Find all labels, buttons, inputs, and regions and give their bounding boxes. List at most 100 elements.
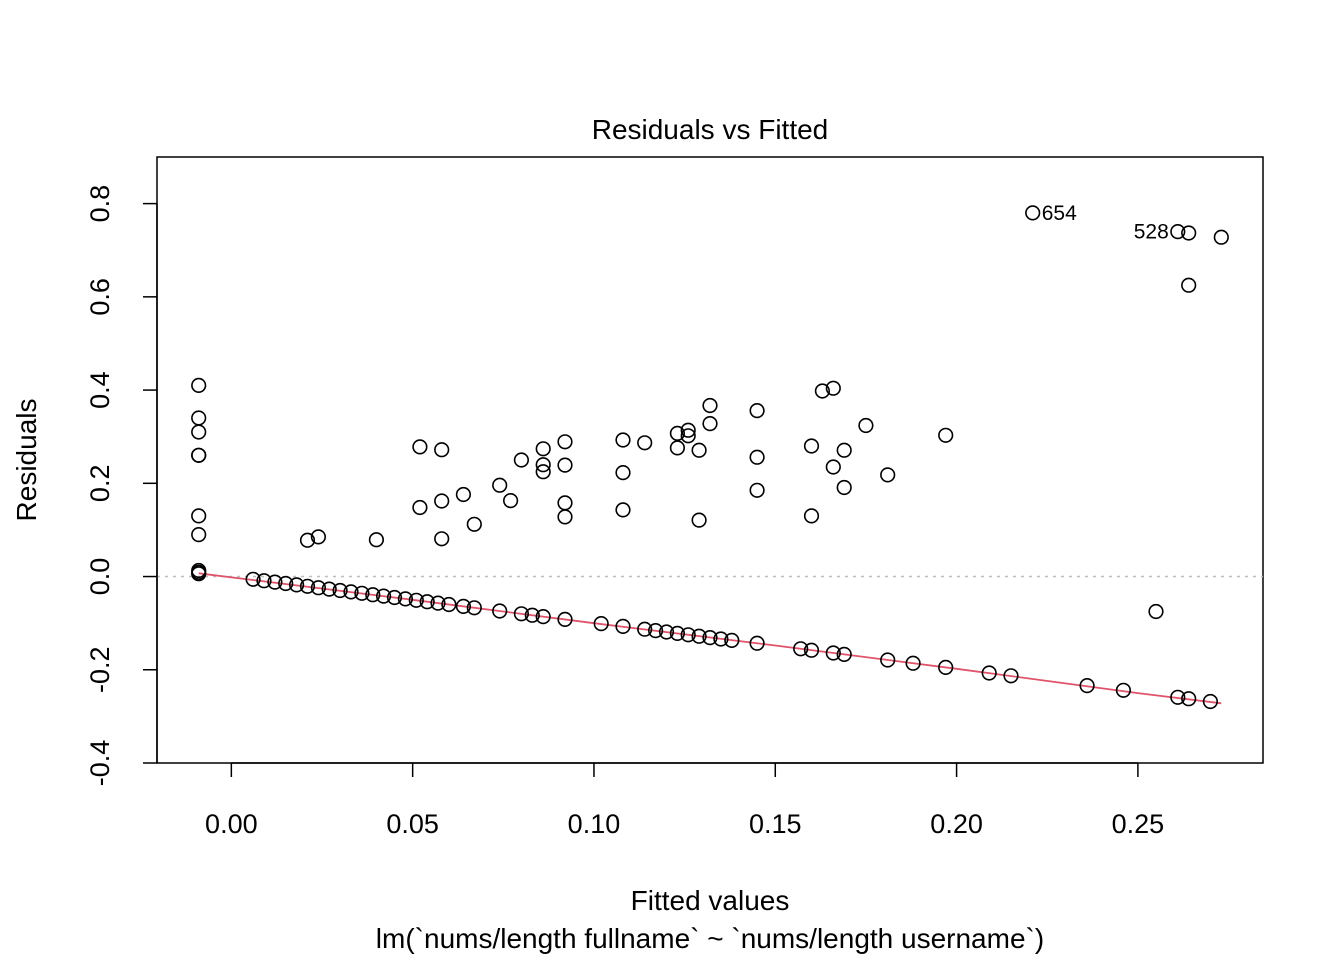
y-tick-label: 0.0 bbox=[85, 558, 115, 596]
residual-point bbox=[905, 655, 921, 671]
residual-point bbox=[1025, 205, 1041, 221]
residual-point bbox=[825, 380, 841, 396]
points-layer bbox=[191, 205, 1229, 710]
residual-point bbox=[430, 595, 446, 611]
residual-point bbox=[332, 582, 348, 599]
residual-point bbox=[419, 594, 435, 610]
residual-point bbox=[615, 502, 631, 518]
residual-point bbox=[441, 596, 457, 613]
residual-point bbox=[343, 584, 359, 600]
residual-point bbox=[1148, 603, 1164, 620]
residual-point bbox=[836, 479, 852, 496]
residual-point bbox=[310, 529, 327, 545]
residual-point bbox=[1181, 277, 1197, 293]
residual-point bbox=[191, 566, 207, 582]
residual-point bbox=[803, 438, 820, 454]
residual-point bbox=[825, 645, 841, 661]
residual-point bbox=[793, 641, 809, 657]
residual-point bbox=[408, 592, 424, 608]
residual-point bbox=[938, 427, 954, 443]
residual-point bbox=[637, 621, 653, 637]
plot-frame bbox=[156, 156, 1264, 764]
residual-point bbox=[278, 575, 294, 592]
residual-point bbox=[803, 642, 820, 658]
residual-point bbox=[680, 428, 696, 444]
y-tick-label: 0.4 bbox=[85, 371, 115, 409]
residual-point bbox=[836, 442, 852, 458]
y-tick-label: 0.8 bbox=[85, 185, 115, 223]
residual-point bbox=[680, 422, 696, 438]
residual-point bbox=[557, 509, 573, 525]
residual-point bbox=[669, 625, 686, 642]
residual-point bbox=[1181, 691, 1197, 707]
residual-point bbox=[1170, 689, 1186, 705]
chart-title: Residuals vs Fitted bbox=[592, 114, 829, 145]
residual-point bbox=[691, 442, 707, 458]
residual-point bbox=[256, 573, 272, 589]
x-tick-label: 0.25 bbox=[1112, 809, 1165, 839]
residual-point bbox=[702, 416, 718, 432]
y-axis: -0.4 -0.2 0.0 0.2 0.4 0.6 0.8 bbox=[85, 185, 158, 786]
point-labels-layer: 654 528 bbox=[1042, 202, 1169, 244]
residual-point bbox=[503, 493, 519, 509]
x-axis-label: Fitted values bbox=[631, 885, 790, 916]
x-tick-label: 0.05 bbox=[386, 809, 439, 839]
residual-point bbox=[836, 646, 852, 663]
residual-point bbox=[557, 457, 573, 473]
residual-point bbox=[455, 598, 472, 615]
residual-point bbox=[724, 632, 740, 649]
residual-point bbox=[513, 606, 530, 622]
residual-point bbox=[814, 383, 831, 399]
x-tick-label: 0.00 bbox=[205, 809, 258, 839]
x-axis: 0.00 0.05 0.10 0.15 0.20 0.25 bbox=[205, 762, 1165, 839]
residual-point bbox=[466, 600, 482, 616]
residual-point bbox=[1003, 668, 1019, 684]
residual-point bbox=[310, 580, 327, 596]
residual-point bbox=[535, 457, 551, 473]
residual-point bbox=[245, 571, 261, 587]
x-tick-label: 0.10 bbox=[568, 809, 621, 839]
residual-point bbox=[535, 441, 551, 457]
y-tick-label: -0.2 bbox=[85, 647, 115, 694]
residual-point bbox=[321, 581, 337, 597]
residual-point bbox=[535, 608, 551, 625]
point-label-528: 528 bbox=[1134, 221, 1169, 244]
residual-point bbox=[492, 603, 508, 619]
residual-point bbox=[749, 403, 765, 419]
residual-point bbox=[615, 432, 631, 448]
residual-point bbox=[1202, 693, 1218, 710]
y-tick-label: 0.6 bbox=[85, 278, 115, 316]
residual-point bbox=[434, 531, 450, 547]
residual-point bbox=[365, 587, 381, 603]
residual-point bbox=[386, 589, 403, 606]
residual-point bbox=[376, 588, 392, 604]
residual-point bbox=[557, 434, 573, 450]
residual-point bbox=[455, 486, 472, 503]
residual-point bbox=[858, 417, 874, 434]
residual-point bbox=[669, 440, 686, 456]
residual-point bbox=[713, 631, 729, 647]
residual-point bbox=[434, 442, 450, 458]
residual-point bbox=[289, 577, 305, 593]
residual-point bbox=[368, 532, 385, 548]
residual-point bbox=[354, 585, 370, 601]
residual-point bbox=[749, 635, 765, 651]
residual-point bbox=[825, 459, 841, 475]
residual-point bbox=[557, 611, 573, 628]
residual-point bbox=[1181, 225, 1197, 241]
residual-point bbox=[702, 397, 718, 414]
residual-point bbox=[412, 499, 428, 516]
residual-point bbox=[191, 424, 207, 440]
residual-point bbox=[191, 377, 207, 394]
residual-point bbox=[749, 482, 765, 498]
residual-point bbox=[524, 607, 540, 623]
residual-point bbox=[658, 624, 675, 640]
residual-point bbox=[938, 659, 954, 676]
residual-point bbox=[615, 618, 631, 635]
smoother-layer bbox=[198, 572, 1222, 705]
residual-point bbox=[267, 574, 283, 590]
residual-point bbox=[513, 452, 530, 468]
x-axis-sublabel: lm(`nums/length fullname` ~ `nums/length… bbox=[376, 923, 1044, 954]
residual-point bbox=[803, 508, 820, 524]
